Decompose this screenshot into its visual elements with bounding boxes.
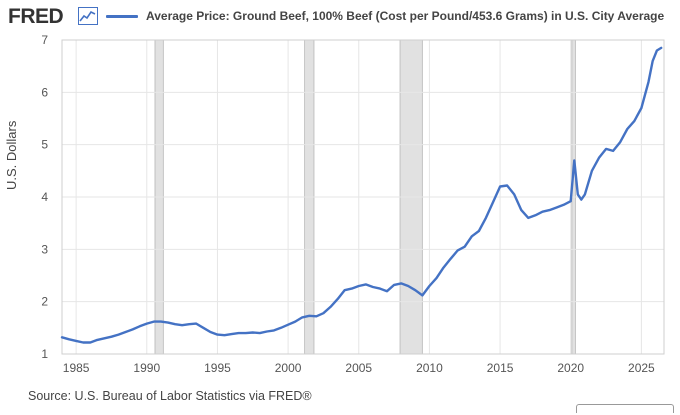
corner-tab[interactable] (576, 404, 674, 413)
x-tick-label: 1995 (204, 361, 231, 375)
y-tick-label: 7 (41, 33, 48, 47)
line-chart-icon (78, 7, 98, 25)
x-tick-label: 1985 (63, 361, 90, 375)
series-line (60, 46, 663, 344)
y-tick-label: 3 (41, 242, 48, 256)
legend-label: Average Price: Ground Beef, 100% Beef (C… (146, 9, 665, 23)
y-tick-label: 6 (41, 85, 48, 99)
source-note: Source: U.S. Bureau of Labor Statistics … (28, 389, 312, 403)
y-tick-label: 5 (41, 138, 48, 152)
y-axis-label: U.S. Dollars (4, 120, 19, 190)
y-tick-label: 1 (41, 347, 48, 361)
x-tick-label: 2000 (275, 361, 302, 375)
x-tick-label: 2020 (557, 361, 584, 375)
legend-swatch (106, 15, 138, 18)
chart-header: FRED Average Price: Ground Beef, 100% Be… (0, 0, 680, 32)
y-tick-label: 4 (41, 190, 48, 204)
y-tick-label: 2 (41, 295, 48, 309)
x-tick-label: 2025 (628, 361, 655, 375)
x-tick-label: 2005 (345, 361, 372, 375)
x-tick-label: 2015 (487, 361, 514, 375)
plot-border (61, 39, 665, 355)
x-tick-label: 1990 (133, 361, 160, 375)
fred-logo[interactable]: FRED (8, 5, 64, 28)
x-tick-label: 2010 (416, 361, 443, 375)
